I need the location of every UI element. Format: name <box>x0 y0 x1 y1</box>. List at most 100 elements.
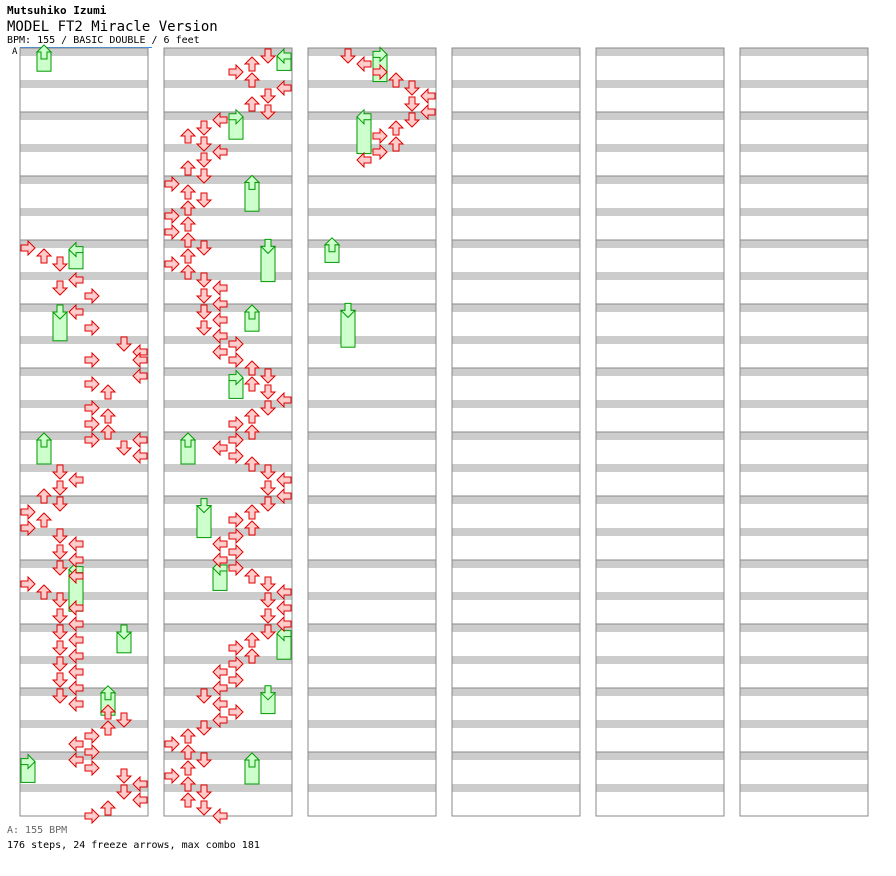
left-arrow-icon <box>228 335 244 353</box>
up-arrow-icon <box>195 120 213 136</box>
beat-stripe <box>20 560 148 568</box>
beat-stripe <box>452 368 580 376</box>
beat-stripe <box>452 464 580 472</box>
left-arrow-icon <box>84 319 100 337</box>
beat-stripe <box>164 784 292 792</box>
beat-stripe <box>596 336 724 344</box>
beat-stripe <box>740 240 868 248</box>
left-arrow-icon <box>20 575 36 593</box>
right-arrow-icon <box>68 647 84 665</box>
right-arrow-icon <box>212 143 228 161</box>
beat-stripe <box>596 368 724 376</box>
up-arrow-icon <box>51 528 69 544</box>
beat-stripe <box>740 176 868 184</box>
up-arrow-icon <box>195 320 213 336</box>
right-arrow-icon <box>68 679 84 697</box>
beat-stripe <box>308 624 436 632</box>
beat-stripe <box>308 688 436 696</box>
up-arrow-icon <box>51 624 69 640</box>
beat-stripe <box>308 272 436 280</box>
beat-stripe <box>452 624 580 632</box>
chart-column <box>163 47 293 817</box>
up-arrow-icon <box>195 152 213 168</box>
up-arrow-icon <box>259 88 277 104</box>
right-arrow-icon <box>212 711 228 729</box>
down-arrow-icon <box>35 512 53 528</box>
down-arrow-icon <box>243 568 261 584</box>
up-arrow-icon <box>403 80 421 96</box>
beat-stripe <box>740 624 868 632</box>
beat-stripe <box>20 656 148 664</box>
up-arrow-icon <box>51 656 69 672</box>
right-arrow-icon <box>212 551 228 569</box>
beat-stripe <box>20 80 148 88</box>
left-arrow-icon <box>228 543 244 561</box>
up-arrow-icon <box>259 592 277 608</box>
left-arrow-icon <box>228 108 244 126</box>
beat-stripe <box>308 752 436 760</box>
down-arrow-icon <box>323 237 341 253</box>
up-arrow-icon <box>259 464 277 480</box>
down-arrow-icon <box>99 685 117 701</box>
up-arrow-icon <box>403 96 421 112</box>
up-arrow-icon <box>339 48 357 64</box>
left-arrow-icon <box>228 63 244 81</box>
up-arrow-icon <box>195 752 213 768</box>
down-arrow-icon <box>179 184 197 200</box>
up-arrow-icon <box>195 192 213 208</box>
down-arrow-icon <box>179 432 197 448</box>
beat-stripe <box>164 688 292 696</box>
beat-stripe <box>596 48 724 56</box>
beat-stripe <box>740 208 868 216</box>
beat-stripe <box>452 720 580 728</box>
beat-stripe <box>20 688 148 696</box>
chart-column <box>739 47 869 817</box>
down-arrow-icon <box>99 424 117 440</box>
beat-stripe <box>164 304 292 312</box>
up-arrow-icon <box>259 368 277 384</box>
up-arrow-icon <box>115 624 133 640</box>
up-arrow-icon <box>51 464 69 480</box>
beat-stripe <box>740 656 868 664</box>
down-arrow-icon <box>243 72 261 88</box>
right-arrow-icon <box>420 87 436 105</box>
beat-stripe <box>596 464 724 472</box>
beat-stripe <box>452 176 580 184</box>
beat-stripe <box>308 784 436 792</box>
beat-stripe <box>596 528 724 536</box>
left-arrow-icon <box>228 703 244 721</box>
beat-stripe <box>20 592 148 600</box>
left-arrow-icon <box>164 255 180 273</box>
down-arrow-icon <box>179 216 197 232</box>
beat-stripe <box>452 560 580 568</box>
beat-stripe <box>20 752 148 760</box>
down-arrow-icon <box>243 174 261 190</box>
beat-stripe <box>308 240 436 248</box>
left-arrow-icon <box>228 351 244 369</box>
beat-stripe <box>740 272 868 280</box>
right-arrow-icon <box>68 551 84 569</box>
down-arrow-icon <box>243 456 261 472</box>
down-arrow-icon <box>179 248 197 264</box>
left-arrow-icon <box>228 415 244 433</box>
right-arrow-icon <box>276 599 292 617</box>
right-arrow-icon <box>356 108 372 126</box>
beat-stripe <box>308 336 436 344</box>
beat-stripe <box>452 304 580 312</box>
down-arrow-icon <box>243 408 261 424</box>
right-arrow-icon <box>68 471 84 489</box>
right-arrow-icon <box>212 439 228 457</box>
left-arrow-icon <box>84 743 100 761</box>
beat-stripe <box>20 304 148 312</box>
up-arrow-icon <box>195 288 213 304</box>
up-arrow-icon <box>51 672 69 688</box>
left-arrow-icon <box>164 767 180 785</box>
left-arrow-icon <box>84 415 100 433</box>
beat-stripe <box>596 432 724 440</box>
down-arrow-icon <box>179 264 197 280</box>
left-arrow-icon <box>20 503 36 521</box>
bpm-marker: A <box>12 47 18 57</box>
chart-column <box>451 47 581 817</box>
up-arrow-icon <box>195 136 213 152</box>
right-arrow-icon <box>68 303 84 321</box>
